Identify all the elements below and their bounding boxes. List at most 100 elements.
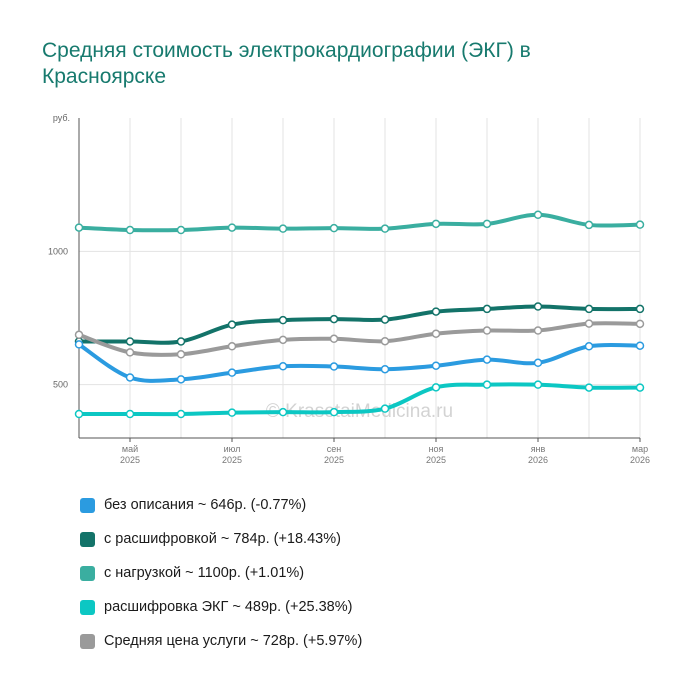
x-tick-year: 2026 <box>630 455 650 465</box>
data-point <box>125 409 135 419</box>
data-point <box>227 368 237 377</box>
series-line <box>77 321 642 357</box>
x-tick-month: янв <box>531 444 546 454</box>
data-point <box>329 407 339 417</box>
data-point <box>533 358 543 368</box>
data-point <box>380 224 390 233</box>
data-point <box>278 315 288 325</box>
legend-swatch <box>80 633 95 649</box>
data-point <box>74 223 84 232</box>
data-point <box>431 219 441 229</box>
data-point <box>227 408 237 417</box>
legend-series-change: (+1.01%) <box>244 565 305 581</box>
data-point <box>380 404 390 413</box>
data-point <box>278 407 288 417</box>
data-point <box>329 223 339 233</box>
data-point <box>635 220 645 229</box>
data-point <box>278 224 288 233</box>
data-point <box>227 320 237 329</box>
data-point <box>329 334 339 344</box>
data-point <box>533 302 543 311</box>
legend-swatch <box>80 497 95 513</box>
legend-series-value: ~ 489р. <box>232 599 282 615</box>
data-point <box>635 383 645 392</box>
data-point <box>431 383 441 392</box>
x-tick-month: сен <box>327 444 342 454</box>
data-point <box>482 380 492 389</box>
data-point <box>227 342 237 351</box>
legend-series-name: без описания <box>104 497 194 513</box>
data-point <box>176 337 186 346</box>
x-tick-year: 2026 <box>528 455 548 465</box>
x-tick-month: май <box>122 444 138 454</box>
legend-item[interactable]: Средняя цена услуги ~ 728р. (+5.97%) <box>80 624 362 658</box>
data-point <box>125 348 135 357</box>
data-point <box>584 383 594 392</box>
data-point <box>176 225 186 235</box>
data-point <box>584 304 594 314</box>
x-tick-month: ноя <box>429 444 444 454</box>
legend-series-name: с расшифровкой <box>104 531 217 547</box>
x-tick-month: июл <box>224 444 241 454</box>
legend-series-change: (-0.77%) <box>250 497 307 513</box>
data-point <box>176 350 186 359</box>
data-point <box>176 375 186 384</box>
data-point <box>635 304 645 314</box>
data-point <box>533 210 543 220</box>
x-tick-year: 2025 <box>222 455 242 465</box>
data-point <box>74 409 84 419</box>
x-tick-month: мар <box>632 444 648 454</box>
data-point <box>329 314 339 324</box>
legend-series-name: Средняя цена услуги <box>104 633 247 649</box>
data-point <box>431 361 441 370</box>
x-tick-year: 2025 <box>426 455 446 465</box>
data-point <box>584 319 594 328</box>
data-point <box>125 337 135 346</box>
data-point <box>635 341 645 350</box>
legend-item[interactable]: без описания ~ 646р. (-0.77%) <box>80 488 362 522</box>
data-point <box>278 335 288 345</box>
data-point <box>74 340 84 349</box>
y-axis-unit: руб. <box>53 113 70 123</box>
legend-item[interactable]: с нагрузкой ~ 1100р. (+1.01%) <box>80 556 362 590</box>
legend-series-name: с нагрузкой <box>104 565 182 581</box>
data-point <box>380 315 390 324</box>
data-point <box>533 326 543 335</box>
data-point <box>584 220 594 230</box>
series-line <box>77 382 642 417</box>
x-tick-year: 2025 <box>120 455 140 465</box>
legend-series-name: расшифровка ЭКГ <box>104 599 229 615</box>
legend-swatch <box>80 531 95 547</box>
data-point <box>482 219 492 229</box>
data-point <box>482 326 492 335</box>
y-tick-label: 1000 <box>48 246 68 256</box>
legend-series-value: ~ 1100р. <box>185 565 241 581</box>
data-point <box>74 330 84 340</box>
series-line <box>77 342 642 383</box>
legend-series-value: ~ 784р. <box>220 531 270 547</box>
data-point <box>125 225 135 235</box>
legend-swatch <box>80 565 95 581</box>
legend-item[interactable]: с расшифровкой ~ 784р. (+18.43%) <box>80 522 362 556</box>
line-chart: 5001000руб.май2025июл2025сен2025ноя2025я… <box>48 113 650 465</box>
legend-series-change: (+25.38%) <box>285 599 353 615</box>
data-point <box>278 362 288 371</box>
data-point <box>482 355 492 364</box>
legend-series-change: (+5.97%) <box>303 633 363 649</box>
x-tick-year: 2025 <box>324 455 344 465</box>
data-point <box>380 336 390 346</box>
legend-item[interactable]: расшифровка ЭКГ ~ 489р. (+25.38%) <box>80 590 362 624</box>
legend-series-value: ~ 728р. <box>250 633 300 649</box>
series-line <box>77 212 642 233</box>
legend-series-change: (+18.43%) <box>273 531 341 547</box>
legend-swatch <box>80 599 95 615</box>
data-point <box>125 373 135 382</box>
series-line <box>77 304 642 345</box>
chart-title: Средняя стоимость электрокардиографии (Э… <box>42 39 531 88</box>
data-point <box>482 304 492 314</box>
data-point <box>635 319 645 329</box>
data-point <box>176 409 186 419</box>
data-point <box>380 364 390 374</box>
data-point <box>329 362 339 371</box>
data-point <box>431 307 441 316</box>
